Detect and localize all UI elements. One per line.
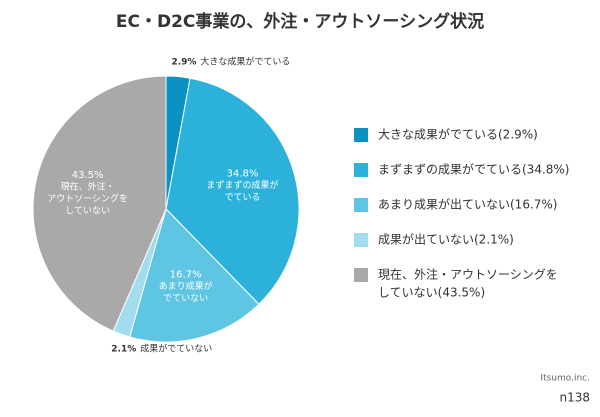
- slice-category-label: していない: [65, 205, 110, 216]
- legend-swatch: [354, 268, 368, 282]
- slice-category-label: 現在、外注・: [61, 180, 115, 192]
- legend-swatch: [354, 128, 368, 142]
- slice-value-label: 16.7%: [170, 270, 202, 281]
- pie-slice: [129, 208, 260, 343]
- slice-value-label: 2.1%: [111, 344, 136, 354]
- sample-size: n138: [559, 391, 590, 405]
- legend-label: まずまずの成果がでている(34.8%): [378, 162, 570, 177]
- slice-category-label: 成果がでていない: [140, 342, 212, 354]
- legend-label: 大きな成果がでている(2.9%): [378, 127, 538, 142]
- slice-category-label: でていない: [163, 293, 208, 304]
- slice-label: 2.1% 成果がでていない: [111, 342, 212, 354]
- slice-category-label: まずまずの成果が: [207, 179, 279, 191]
- slice-value-label: 34.8%: [227, 169, 259, 180]
- legend-label: していない(43.5%): [378, 286, 485, 300]
- pie-slice: [165, 77, 300, 305]
- legend-swatch: [354, 233, 368, 247]
- slice-label: 2.9% 大きな成果がでている: [171, 55, 290, 67]
- chart-title: EC・D2C事業の、外注・アウトソーシング状況: [116, 11, 484, 32]
- legend-swatch: [354, 163, 368, 177]
- slice-category-label: でている: [225, 192, 261, 203]
- slice-value-label: 43.5%: [72, 170, 104, 181]
- slice-category-label: アウトソーシングを: [47, 192, 128, 204]
- slice-value-label: 2.9%: [171, 57, 196, 67]
- pie-slice: [32, 75, 167, 332]
- slice-category-label: あまり成果が: [159, 280, 213, 292]
- source: Itsumo.inc.: [540, 374, 590, 384]
- legend-label: 成果が出ていない(2.1%): [378, 232, 514, 247]
- legend-swatch: [354, 198, 368, 212]
- slice-category-label: 大きな成果がでている: [200, 55, 290, 67]
- legend-label: あまり成果が出ていない(16.7%): [378, 197, 558, 212]
- legend-label: 現在、外注・アウトソーシングを: [378, 267, 558, 282]
